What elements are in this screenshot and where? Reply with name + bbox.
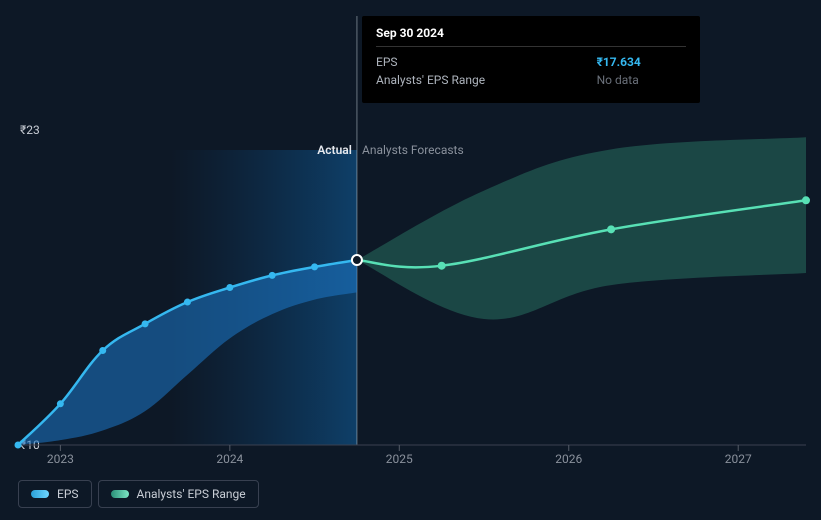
legend-item-range[interactable]: Analysts' EPS Range bbox=[98, 480, 259, 508]
legend-swatch-eps bbox=[31, 490, 49, 498]
tooltip-row-eps: EPS ₹17.634 bbox=[376, 53, 686, 71]
eps-marker bbox=[99, 347, 106, 354]
chart-tooltip: Sep 30 2024 EPS ₹17.634 Analysts' EPS Ra… bbox=[362, 16, 700, 103]
tooltip-label: Analysts' EPS Range bbox=[376, 71, 597, 89]
y-tick-label: ₹23 bbox=[20, 123, 40, 137]
forecast-range-area bbox=[357, 137, 806, 319]
legend-item-eps[interactable]: EPS bbox=[18, 480, 92, 508]
chart-container: ₹10₹2320232024202520262027ActualAnalysts… bbox=[0, 0, 821, 520]
tooltip-label: EPS bbox=[376, 53, 597, 71]
eps-marker bbox=[311, 263, 318, 270]
x-tick-label: 2027 bbox=[725, 452, 752, 466]
forecast-marker bbox=[438, 262, 446, 270]
tooltip-date: Sep 30 2024 bbox=[376, 26, 686, 47]
forecasts-label: Analysts Forecasts bbox=[362, 143, 464, 157]
x-tick-label: 2023 bbox=[47, 452, 74, 466]
eps-marker bbox=[142, 320, 149, 327]
actual-label: Actual bbox=[317, 143, 352, 157]
x-tick-label: 2026 bbox=[555, 452, 582, 466]
tooltip-row-range: Analysts' EPS Range No data bbox=[376, 71, 686, 89]
hover-marker bbox=[352, 255, 362, 265]
x-tick-label: 2025 bbox=[386, 452, 413, 466]
eps-marker bbox=[269, 272, 276, 279]
x-tick-label: 2024 bbox=[216, 452, 243, 466]
legend: EPS Analysts' EPS Range bbox=[18, 480, 259, 508]
eps-marker bbox=[226, 284, 233, 291]
tooltip-value-eps: ₹17.634 bbox=[597, 53, 686, 71]
tooltip-value-range: No data bbox=[597, 71, 686, 89]
forecast-marker bbox=[802, 196, 810, 204]
legend-label-range: Analysts' EPS Range bbox=[137, 487, 246, 501]
tooltip-table: EPS ₹17.634 Analysts' EPS Range No data bbox=[376, 53, 686, 89]
forecast-marker bbox=[607, 225, 615, 233]
eps-marker bbox=[15, 442, 22, 449]
legend-swatch-range bbox=[111, 490, 129, 498]
eps-marker bbox=[184, 299, 191, 306]
legend-label-eps: EPS bbox=[57, 487, 79, 501]
eps-marker bbox=[57, 400, 64, 407]
